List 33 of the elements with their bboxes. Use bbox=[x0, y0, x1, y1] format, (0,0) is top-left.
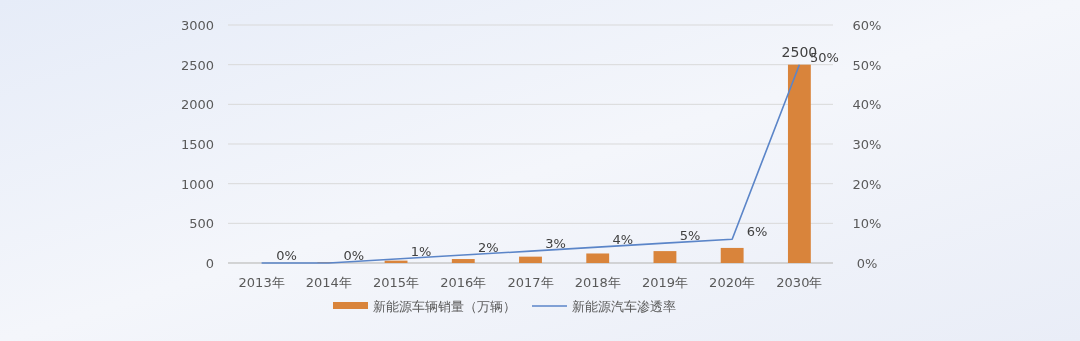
x-tick-label: 2015年 bbox=[373, 275, 420, 290]
legend-label: 新能源汽车渗透率 bbox=[572, 299, 676, 314]
data-label: 3% bbox=[545, 236, 566, 252]
data-label: 0% bbox=[343, 248, 365, 263]
y2-tick-label: 20% bbox=[852, 176, 882, 192]
y-tick-label: 2500 bbox=[180, 57, 214, 73]
y2-tick-label: 30% bbox=[852, 137, 882, 152]
y-tick-label: 500 bbox=[189, 216, 214, 232]
y-tick-label: 2000 bbox=[180, 97, 214, 113]
data-label: 6% bbox=[746, 224, 768, 240]
x-tick-label: 2013年 bbox=[238, 275, 285, 290]
y-tick-label: 1000 bbox=[180, 176, 214, 192]
y2-tick-label: 40% bbox=[852, 97, 882, 113]
x-tick-label: 2019年 bbox=[641, 275, 688, 290]
y2-tick-label: 50% bbox=[852, 57, 882, 73]
y2-tick-label: 10% bbox=[852, 216, 882, 232]
x-tick-label: 2018年 bbox=[574, 275, 621, 290]
data-label: 5% bbox=[679, 228, 701, 244]
x-tick-label: 2017年 bbox=[507, 275, 554, 290]
y-tick-label: 3000 bbox=[180, 18, 214, 33]
x-tick-label: 2020年 bbox=[709, 275, 756, 290]
legend-label: 新能源车辆销量（万辆） bbox=[373, 299, 516, 314]
data-label: 4% bbox=[612, 232, 634, 248]
x-tick-label: 2030年 bbox=[776, 275, 823, 290]
y-tick-label: 1500 bbox=[180, 137, 214, 152]
x-tick-label: 2016年 bbox=[440, 275, 487, 290]
data-label: 2% bbox=[477, 240, 499, 256]
data-label: 1% bbox=[410, 244, 432, 260]
x-tick-label: 2014年 bbox=[305, 275, 352, 290]
y-tick-label: 0 bbox=[205, 256, 214, 271]
y2-tick-label: 0% bbox=[856, 256, 878, 271]
y2-tick-label: 60% bbox=[852, 18, 882, 33]
data-label: 0% bbox=[276, 248, 297, 263]
